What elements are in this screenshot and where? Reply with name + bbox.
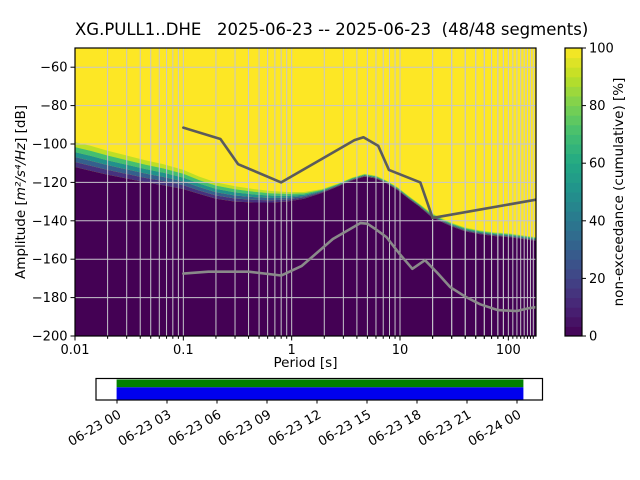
colorbar-step [565,105,582,116]
colorbar-step [565,57,582,68]
colorbar-step [565,76,582,87]
y-tick-label: −160 [32,253,68,268]
colorbar-step [565,144,582,155]
low-noise-model-line [182,221,536,313]
timeline-tick-label: 06-23 21 [416,407,474,449]
colorbar-label: non-exceedance (cumulative) [%] [611,77,627,307]
colorbar-step [565,326,582,337]
y-axis-label-suffix: ] [dB] [13,104,29,143]
colorbar-step [565,134,582,145]
colorbar-step [565,288,582,299]
colorbar: 0 20 40 60 80 100 [564,42,614,345]
timeline-tick-label: 06-23 09 [216,407,274,449]
x-axis-ticks [74,336,534,341]
colorbar-step [565,192,582,203]
colorbar-tick-label: 100 [589,42,614,57]
colorbar-step [565,115,582,126]
colorbar-step [565,172,582,183]
colorbar-step [565,67,582,78]
noise-models [182,126,536,313]
y-tick-label: −100 [32,138,68,153]
colorbar-step [565,86,582,97]
y-axis-ticks [70,66,75,337]
x-tick-label: 0.01 [61,343,90,358]
y-axis-label: Amplitude [m²/s⁴/Hz] [dB] [13,105,29,279]
mesh-0pct-region [75,167,536,336]
colorbar-tick-label: 0 [589,330,597,345]
colorbar-tick-label: 40 [589,214,606,229]
timeline-tick-label: 06-23 15 [316,407,374,449]
colorbar-tick-label: 80 [589,99,606,114]
colorbar-step [565,278,582,289]
x-tick-label: 0.1 [173,343,194,358]
y-tick-label: −180 [32,291,68,306]
colorbar-step [565,163,582,174]
colorbar-step [565,307,582,318]
colorbar-step [565,249,582,260]
colorbar-tick-label: 60 [589,157,606,172]
colorbar-step [565,153,582,164]
timeline-tick-label: 06-23 12 [266,407,324,449]
y-tick-label: −60 [40,61,67,76]
y-axis-label-prefix: Amplitude [ [13,200,29,280]
plot-title: XG.PULL1..DHE 2025-06-23 -- 2025-06-23 (… [75,20,589,39]
x-tick-label: 10 [392,343,409,358]
timeline-tick-label: 06-23 00 [66,407,124,449]
high-noise-model-line [182,126,536,220]
y-tick-label: −200 [32,330,68,345]
timeline-tick-label: 06-23 03 [116,407,174,449]
y-axis-label-units: m²/s⁴/Hz [13,142,29,201]
colorbar-step [565,230,582,241]
colorbar-step [565,240,582,251]
colorbar-step [565,268,582,279]
x-tick-label: 1 [288,343,296,358]
colorbar-frame [564,47,583,337]
colorbar-step [565,96,582,107]
y-tick-label: −120 [32,176,68,191]
y-tick-label: −80 [40,99,67,114]
colorbar-step [565,259,582,270]
y-tick-label: −140 [32,214,68,229]
timeline-coverage-blue [116,387,524,400]
timeline-tick-label: 06-23 18 [366,407,424,449]
timeline-coverage-green [116,379,524,388]
colorbar-step [565,182,582,193]
colorbar-step [565,211,582,222]
x-axis-label: Period [s] [273,355,338,371]
plot-frame [74,47,537,337]
colorbar-step [565,124,582,135]
x-tick-label: 100 [496,343,521,358]
colorbar-step [565,297,582,308]
colorbar-tick-label: 20 [589,272,606,287]
grid [75,48,536,336]
colorbar-step [565,48,582,59]
timeline-tick-label: 06-24 00 [466,407,524,449]
psd-mesh [75,48,536,336]
colorbar-step [565,316,582,327]
timeline-tick-label: 06-23 06 [166,407,224,449]
colorbar-step [565,220,582,231]
colorbar-step [565,201,582,212]
